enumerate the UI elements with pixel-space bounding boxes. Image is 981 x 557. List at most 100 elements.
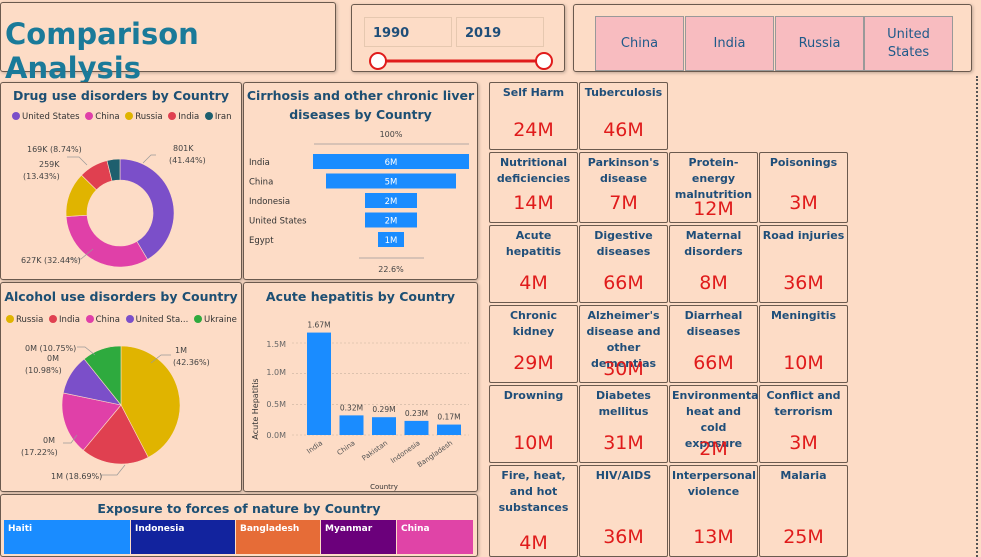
hepatitis-bar-bangladesh[interactable] [437,424,461,435]
funnel-category-label: United States [249,217,307,227]
metric-card-title: Conflict and terrorism [766,389,841,418]
drug-label-c: (13.43%) [23,172,60,181]
cards-area [484,76,978,557]
alcohol-slice-ukraine[interactable] [83,345,122,406]
metric-card: Diabetes mellitus 31M [579,385,668,463]
year-slicer: 1990 2019 [351,4,565,72]
metric-card: Alzheimer's disease and other dementias 3… [579,305,668,383]
metric-card-value: 46M [603,119,644,141]
metric-card-value: 8M [699,272,728,294]
page-title: Comparison Analysis [5,17,199,85]
metric-card-value: 14M [513,192,554,214]
metric-card-title: Poisonings [769,156,838,169]
year-range-slider[interactable] [352,5,566,73]
start-year-box[interactable]: 1990 [364,17,452,47]
metric-card: Protein-energy malnutrition 12M [669,152,758,223]
hepatitis-ylabel: Acute Hepatitis [251,378,260,439]
hepatitis-bar-label: 0.32M [340,403,363,412]
metric-card-value: 12M [693,198,734,220]
ytick-3: 0.5M [266,400,286,409]
end-year-box[interactable]: 2019 [456,17,544,47]
metric-card: Conflict and terrorism 3M [759,385,848,463]
metric-card-value: 30M [603,358,644,380]
hepatitis-bar-india[interactable] [307,332,331,435]
country-button-russia[interactable]: Russia [775,16,864,71]
hepatitis-bar-label: 0.23M [405,409,428,418]
metric-card-value: 7M [609,192,638,214]
hepatitis-bar-label: 0.17M [437,413,460,422]
funnel-bar-indonesia[interactable] [365,193,417,208]
metric-card-title: Self Harm [502,86,565,99]
hepatitis-chart-title: Acute hepatitis by Country [265,289,456,304]
alcohol-label-g: (17.22%) [21,448,58,457]
treemap-bangladesh[interactable]: Bangladesh [236,520,320,554]
drug-label-e: (41.44%) [169,156,206,165]
metric-card-title: HIV/AIDS [595,469,652,482]
metric-card-value: 2M [699,438,728,460]
slider-end-handle [535,52,553,70]
metric-card: Nutritional deficiencies 14M [489,152,578,223]
metric-card-value: 4M [519,272,548,294]
metric-card: Environmental heat and cold exposure 2M [669,385,763,463]
hepatitis-bar-indonesia[interactable] [404,420,429,435]
metric-card-title: Road injuries [762,229,845,242]
hepatitis-bar-label: 1.67M [307,321,330,330]
funnel-value-label: 1M [385,236,398,246]
metric-card-value: 4M [519,532,548,554]
alcohol-label-c: (10.98%) [25,366,62,375]
metric-card-title: Malaria [780,469,827,482]
country-button-india[interactable]: India [685,16,774,71]
metric-card: Self Harm 24M [489,82,578,150]
metric-card-title: Parkinson's disease [587,156,660,185]
alcohol-label-f: 0M [43,436,55,445]
forces-title: Exposure to forces of nature by Country [97,501,381,516]
metric-card-title: Environmental heat and cold exposure [672,389,763,450]
metric-card: Drowning 10M [489,385,578,463]
metric-card-value: 66M [603,272,644,294]
treemap-indonesia[interactable]: Indonesia [131,520,235,554]
metric-card: Diarrheal diseases 66M [669,305,758,383]
funnel-bar-india[interactable] [313,154,469,169]
alcohol-use-panel: Alcohol use disorders by Country Russia … [0,282,242,492]
hepatitis-category-label: Bangladesh [416,439,454,469]
hepatitis-bar-pakistan[interactable] [372,417,396,435]
drug-use-title: Drug use disorders by Country [12,88,229,103]
alcohol-slice-india[interactable] [82,404,149,465]
hepatitis-bar-china[interactable] [339,415,364,435]
drug-slice-iran[interactable] [106,158,121,182]
alcohol-slice-russia[interactable] [120,345,181,458]
metric-card-value: 66M [693,352,734,374]
metric-card-title: Protein-energy malnutrition [674,156,753,201]
country-button-china[interactable]: China [595,16,684,71]
treemap-myanmar[interactable]: Myanmar [321,520,396,554]
hepatitis-bar-chart: Acute Hepatitis 1.5M 1.0M 0.5M 0.0M 1.67… [251,321,469,491]
alcohol-label-b: 0M [47,354,59,363]
funnel-bar-united-states[interactable] [365,212,417,228]
alcohol-use-title: Alcohol use disorders by Country [4,289,238,304]
metric-card: Tuberculosis 46M [579,82,668,150]
funnel-category-label: Indonesia [249,197,290,207]
metric-card-value: 10M [783,352,824,374]
cirrhosis-panel: Cirrhosis and other chronic liver diseas… [243,82,478,280]
metric-card-title: Nutritional deficiencies [496,156,571,185]
funnel-bar-china[interactable] [326,173,456,189]
alcohol-label-e: (42.36%) [173,358,210,367]
treemap-haiti[interactable]: Haiti [4,520,130,554]
hepatitis-category-label: China [336,439,357,457]
metric-card-title: Maternal disorders [684,229,743,258]
metric-card: Fire, heat, and hot substances 4M [489,465,578,557]
metric-card-value: 10M [513,432,554,454]
drug-slice-united-states[interactable] [119,158,175,260]
alcohol-label-h: 1M (18.69%) [51,472,102,481]
metric-card-title: Meningitis [770,309,837,322]
metric-card-value: 24M [513,119,554,141]
ytick-2: 1.0M [266,368,286,377]
alcohol-slice-china[interactable] [61,392,122,451]
cirrhosis-title-line1: Cirrhosis and other chronic liver [246,88,475,103]
metric-card-value: 31M [603,432,644,454]
hepatitis-chart-panel: Acute hepatitis by Country Acute Hepatit… [243,282,478,492]
country-button-united-states[interactable]: United States [864,16,953,71]
treemap-china[interactable]: China [397,520,473,554]
metric-card: Malaria 25M [759,465,848,557]
funnel-bar-egypt[interactable] [378,232,404,247]
